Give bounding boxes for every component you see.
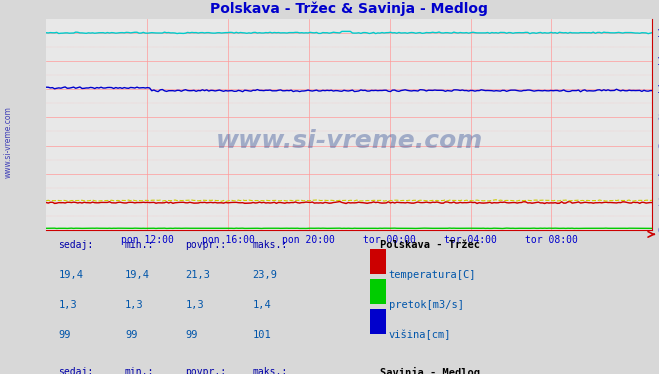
Text: povpr.:: povpr.: bbox=[186, 367, 227, 374]
Text: www.si-vreme.com: www.si-vreme.com bbox=[3, 106, 13, 178]
Text: min.:: min.: bbox=[125, 240, 154, 250]
Text: sedaj:: sedaj: bbox=[58, 240, 94, 250]
Text: maks.:: maks.: bbox=[252, 240, 287, 250]
Text: 21,3: 21,3 bbox=[186, 270, 211, 280]
Text: Savinja - Medlog: Savinja - Medlog bbox=[380, 367, 480, 374]
Text: 19,4: 19,4 bbox=[125, 270, 150, 280]
Text: sedaj:: sedaj: bbox=[58, 367, 94, 374]
Text: višina[cm]: višina[cm] bbox=[389, 330, 451, 340]
Text: www.si-vreme.com: www.si-vreme.com bbox=[215, 129, 483, 153]
Text: Polskava - Tržec: Polskava - Tržec bbox=[380, 240, 480, 250]
Title: Polskava - Tržec & Savinja - Medlog: Polskava - Tržec & Savinja - Medlog bbox=[210, 1, 488, 16]
Text: 1,3: 1,3 bbox=[125, 300, 144, 310]
Text: maks.:: maks.: bbox=[252, 367, 287, 374]
Text: temperatura[C]: temperatura[C] bbox=[389, 270, 476, 280]
Text: 1,3: 1,3 bbox=[186, 300, 204, 310]
Text: 23,9: 23,9 bbox=[252, 270, 277, 280]
FancyBboxPatch shape bbox=[370, 249, 386, 274]
Text: 99: 99 bbox=[125, 330, 138, 340]
Text: 99: 99 bbox=[58, 330, 71, 340]
Text: 1,4: 1,4 bbox=[252, 300, 271, 310]
FancyBboxPatch shape bbox=[370, 279, 386, 304]
Text: 19,4: 19,4 bbox=[58, 270, 83, 280]
Text: 1,3: 1,3 bbox=[58, 300, 77, 310]
Text: pretok[m3/s]: pretok[m3/s] bbox=[389, 300, 464, 310]
FancyBboxPatch shape bbox=[370, 309, 386, 334]
Text: 99: 99 bbox=[186, 330, 198, 340]
Text: min.:: min.: bbox=[125, 367, 154, 374]
Text: 101: 101 bbox=[252, 330, 271, 340]
Text: povpr.:: povpr.: bbox=[186, 240, 227, 250]
